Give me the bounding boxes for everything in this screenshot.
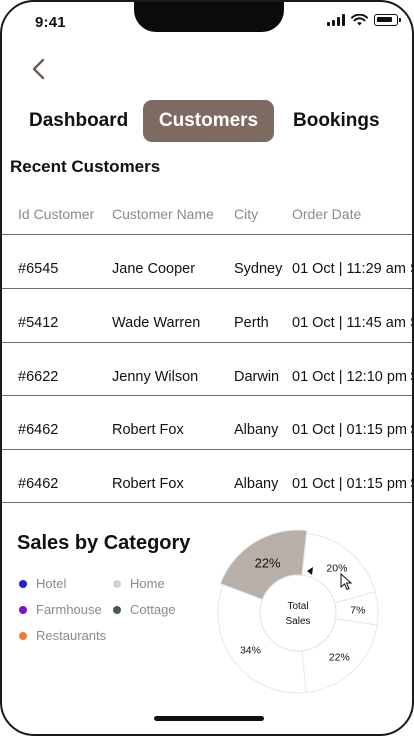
cell-city: Darwin [234, 369, 280, 385]
legend-dot [113, 579, 121, 588]
divider [2, 502, 412, 503]
cell-id: #6462 [18, 476, 59, 492]
cell-name: Jenny Wilson [112, 369, 199, 385]
divider [2, 288, 412, 289]
column-header-name[interactable]: Customer Name [112, 206, 214, 222]
pie-slice-label: 22% [329, 651, 350, 663]
status-time: 9:41 [35, 14, 66, 31]
table-header: Id Customer Customer Name City Order Dat… [2, 206, 412, 228]
status-icons [327, 14, 401, 26]
tab-bar: Dashboard Customers Bookings [2, 100, 412, 142]
table-row[interactable]: #6462 Robert Fox Albany 01 Oct | 01:15 p… [2, 476, 412, 500]
cell-extra: S [410, 315, 412, 331]
legend-item-farmhouse: Farmhouse [19, 602, 102, 617]
legend-label: Home [130, 576, 165, 591]
cell-order-date: 01 Oct | 12:10 pm [292, 369, 407, 385]
cell-extra: S [410, 261, 412, 277]
legend-item-hotel: Hotel [19, 576, 66, 591]
pie-slice-label: 34% [240, 645, 261, 657]
pie-center [259, 574, 337, 652]
recent-customers-title: Recent Customers [10, 157, 161, 176]
legend-item-home: Home [113, 576, 165, 591]
legend-dot [113, 605, 121, 614]
sales-pie-chart[interactable]: 22% 20% 7% 22% 34% Total Sales [214, 529, 382, 697]
cell-id: #6545 [18, 261, 59, 277]
divider [2, 395, 412, 396]
cell-order-date: 01 Oct | 01:15 pm [292, 422, 407, 438]
cell-city: Perth [234, 315, 269, 331]
cell-order-date: 01 Oct | 01:15 pm [292, 476, 407, 492]
battery-icon [374, 14, 401, 26]
pie-center-label: Total [287, 601, 308, 612]
cell-id: #6462 [18, 422, 59, 438]
home-indicator[interactable] [154, 716, 264, 721]
slice-pointer-icon [307, 567, 313, 575]
pie-slice-label: 20% [326, 562, 347, 574]
cell-city: Albany [234, 476, 279, 492]
signal-icon [327, 14, 345, 26]
back-arrow-icon[interactable] [28, 58, 50, 80]
cell-extra: S [410, 422, 412, 438]
table-row[interactable]: #6622 Jenny Wilson Darwin 01 Oct | 12:10… [2, 369, 412, 393]
mouse-cursor-icon [340, 572, 353, 591]
legend-item-cottage: Cottage [113, 602, 176, 617]
cell-city: Albany [234, 422, 279, 438]
table-row[interactable]: #6462 Robert Fox Albany 01 Oct | 01:15 p… [2, 422, 412, 446]
divider [2, 449, 412, 450]
legend-label: Hotel [36, 576, 67, 591]
cell-order-date: 01 Oct | 11:29 am [292, 261, 406, 277]
tab-bookings[interactable]: Bookings [293, 110, 380, 131]
legend-dot [19, 631, 27, 640]
legend-label: Farmhouse [36, 602, 102, 617]
cell-extra: S [410, 476, 412, 492]
legend-dot [19, 579, 27, 588]
table-row[interactable]: #6545 Jane Cooper Sydney 01 Oct | 11:29 … [2, 261, 412, 285]
legend-label: Cottage [130, 602, 176, 617]
tab-customers[interactable]: Customers [143, 100, 274, 142]
table-row[interactable]: #5412 Wade Warren Perth 01 Oct | 11:45 a… [2, 315, 412, 339]
column-header-city[interactable]: City [234, 206, 259, 222]
cell-order-date: 01 Oct | 11:45 am [292, 315, 406, 331]
pie-center-label: Sales [285, 616, 310, 627]
tab-dashboard[interactable]: Dashboard [29, 110, 129, 131]
legend-dot [19, 605, 27, 614]
column-header-id[interactable]: Id Customer [18, 206, 95, 222]
cell-id: #5412 [18, 315, 59, 331]
cell-name: Jane Cooper [112, 261, 196, 277]
cell-extra: S [410, 369, 412, 385]
divider [2, 342, 412, 343]
divider [2, 234, 412, 235]
wifi-icon [351, 14, 368, 26]
legend-item-restaurants: Restaurants [19, 628, 106, 643]
column-header-order-date[interactable]: Order Date [292, 206, 362, 222]
notch [134, 2, 284, 32]
sales-title: Sales by Category [17, 532, 191, 554]
cell-name: Wade Warren [112, 315, 201, 331]
cell-city: Sydney [234, 261, 283, 277]
pie-slice-label: 7% [350, 605, 365, 617]
legend-label: Restaurants [36, 628, 107, 643]
cell-name: Robert Fox [112, 476, 184, 492]
pie-slice-label: 22% [255, 556, 281, 571]
cell-id: #6622 [18, 369, 59, 385]
cell-name: Robert Fox [112, 422, 184, 438]
